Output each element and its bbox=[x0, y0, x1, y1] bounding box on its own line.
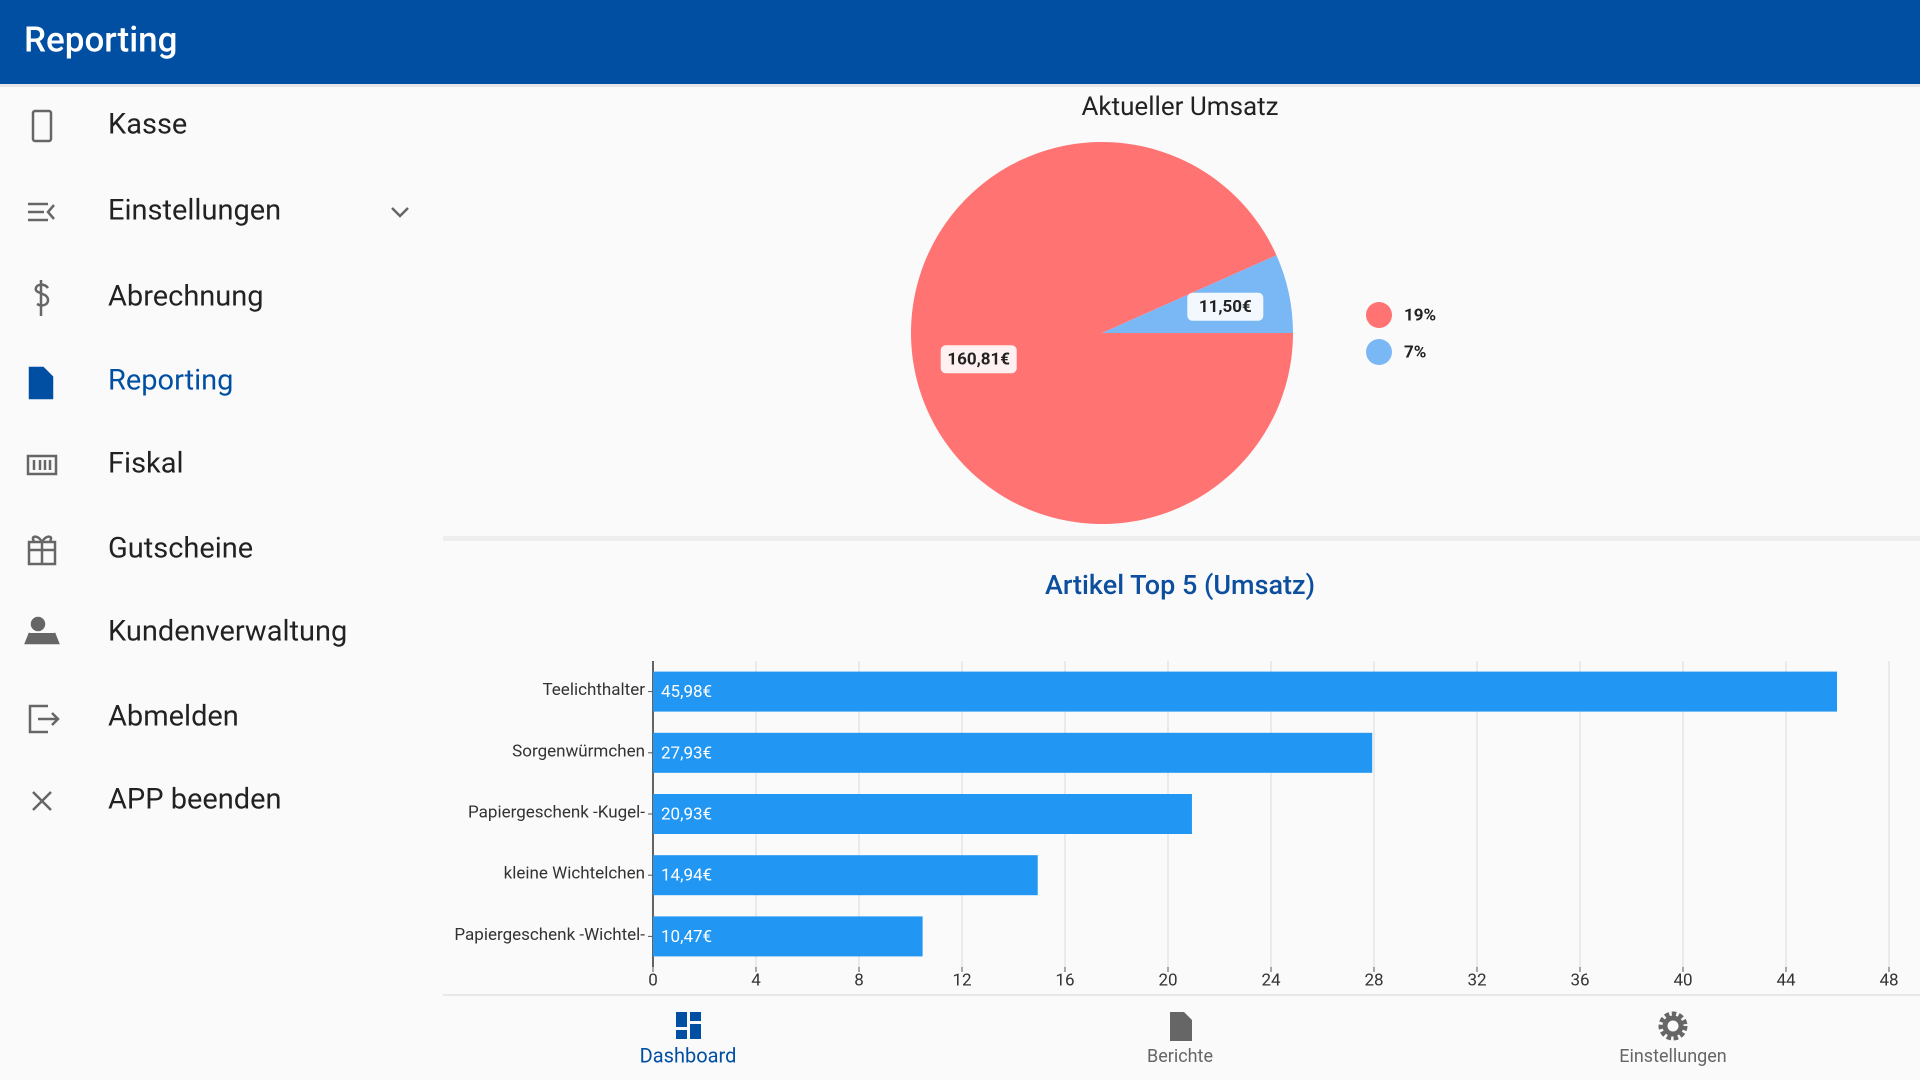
icon-dashboard bbox=[690, 1024, 701, 1039]
bar bbox=[653, 732, 1373, 773]
divider bbox=[443, 536, 1920, 541]
x-tick-label: 24 bbox=[1261, 970, 1281, 990]
value-label: 14,94€ bbox=[661, 866, 712, 886]
menu-icons bbox=[24, 109, 409, 811]
x-tick-label: 0 bbox=[648, 970, 658, 990]
y-tick-label: Papiergeschenk -Kugel- bbox=[468, 802, 645, 822]
chart-title: Aktueller Umsatz bbox=[1081, 92, 1278, 122]
x-tick-label: 32 bbox=[1467, 970, 1486, 990]
sidebar-menu: Kasse Einstellungen Abrechnung Reporting Fis… bbox=[108, 108, 347, 817]
icon-reporting bbox=[28, 366, 54, 400]
icon-dashboard bbox=[676, 1012, 687, 1027]
menu-item[interactable]: Fiskal bbox=[108, 447, 184, 481]
icon-berichte bbox=[1170, 1012, 1192, 1041]
y-tick-label: Papiergeschenk -Wichtel- bbox=[454, 925, 645, 945]
app-title: Reporting bbox=[24, 19, 177, 60]
icon-kasse bbox=[31, 109, 53, 143]
icon-dashboard bbox=[690, 1012, 701, 1021]
bottom-nav-shadow bbox=[443, 994, 1920, 996]
bar bbox=[653, 794, 1192, 834]
icon-person bbox=[30, 616, 46, 632]
x-tick-label: 40 bbox=[1673, 970, 1692, 990]
x-tick-label: 12 bbox=[952, 970, 971, 990]
nav-item[interactable]: Berichte bbox=[1147, 1046, 1213, 1067]
nav-item[interactable]: Einstellungen bbox=[1619, 1046, 1726, 1067]
icon-dashboard bbox=[676, 1030, 687, 1039]
x-tick-label: 16 bbox=[1055, 970, 1074, 990]
value-label: 160,81€ bbox=[947, 350, 1010, 370]
menu-item[interactable]: Kasse bbox=[108, 108, 187, 142]
pie-slice bbox=[911, 142, 1293, 525]
app-bar bbox=[0, 0, 1920, 84]
menu-item[interactable]: Gutscheine bbox=[108, 532, 253, 566]
value-label: 27,93€ bbox=[661, 743, 712, 763]
menu-item[interactable]: Kundenverwaltung bbox=[108, 615, 347, 649]
icon-logout bbox=[28, 704, 60, 734]
x-tick-label: 44 bbox=[1776, 970, 1796, 990]
icon-fiskal-bars bbox=[32, 460, 52, 470]
bar bbox=[653, 916, 923, 957]
app-bar-shadow bbox=[0, 84, 1920, 87]
value-label: 11,50€ bbox=[1199, 297, 1252, 317]
icon-fiskal bbox=[26, 454, 58, 476]
menu-item[interactable]: Abrechnung bbox=[108, 280, 264, 314]
x-tick-label: 28 bbox=[1364, 970, 1383, 990]
x-tick-label: 8 bbox=[854, 970, 864, 990]
legend-label: 19% bbox=[1404, 305, 1436, 325]
icon-close bbox=[32, 791, 52, 811]
icon-gear bbox=[1658, 1011, 1688, 1041]
x-tick-label: 20 bbox=[1158, 970, 1177, 990]
icon-gear bbox=[1662, 1015, 1684, 1037]
menu-item[interactable]: APP beenden bbox=[108, 783, 282, 817]
y-tick-label: kleine Wichtelchen bbox=[504, 864, 645, 884]
value-label: 45,98€ bbox=[661, 682, 712, 702]
label-box bbox=[940, 345, 1017, 374]
bar bbox=[653, 855, 1038, 896]
x-tick-label: 36 bbox=[1570, 970, 1589, 990]
bar bbox=[653, 671, 1837, 712]
y-tick-label: Sorgenwürmchen bbox=[512, 741, 645, 761]
legend-swatch bbox=[1366, 302, 1392, 328]
menu-item[interactable]: Einstellungen bbox=[108, 194, 281, 228]
legend-label: 7% bbox=[1404, 342, 1426, 362]
icon-people bbox=[24, 632, 60, 645]
icon-settings bbox=[28, 202, 55, 222]
value-label: 10,47€ bbox=[661, 927, 712, 947]
menu-item[interactable]: Reporting bbox=[108, 364, 233, 398]
x-tick-label: 4 bbox=[751, 970, 761, 990]
x-tick-label: 48 bbox=[1879, 970, 1898, 990]
icon-dollar bbox=[34, 280, 50, 316]
legend-swatch bbox=[1366, 339, 1392, 365]
chart-title: Artikel Top 5 (Umsatz) bbox=[1045, 569, 1315, 601]
y-tick-label: Teelichthalter bbox=[542, 680, 645, 700]
menu-item[interactable]: Abmelden bbox=[108, 700, 239, 734]
label-box bbox=[1187, 292, 1264, 321]
icon-gift-bow bbox=[29, 535, 55, 564]
nav-item[interactable]: Dashboard bbox=[640, 1043, 737, 1067]
value-label: 20,93€ bbox=[661, 804, 712, 824]
nav-icons bbox=[676, 1011, 1688, 1041]
chevron[interactable] bbox=[391, 207, 409, 218]
